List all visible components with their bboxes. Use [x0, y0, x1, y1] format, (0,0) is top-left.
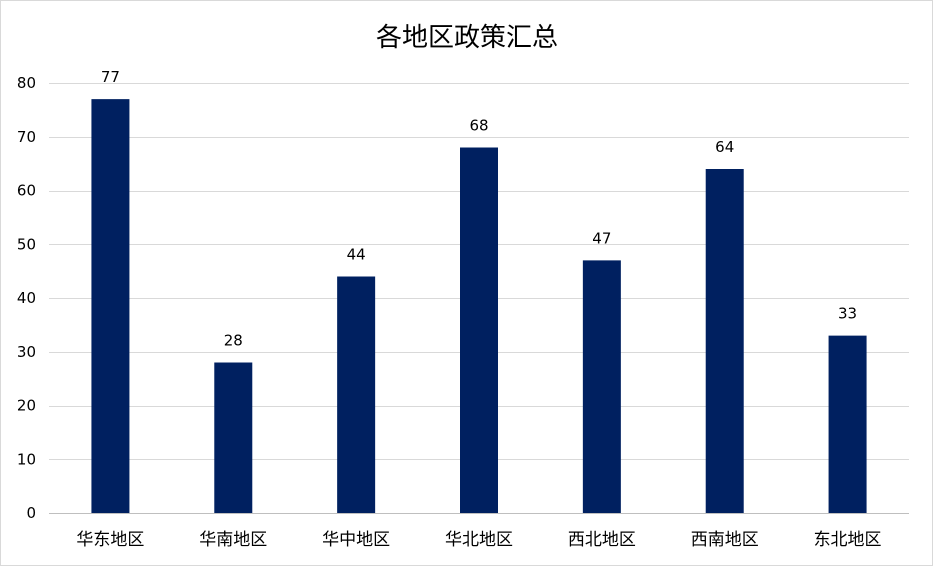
- bar: [214, 362, 253, 513]
- data-label: 33: [838, 305, 857, 323]
- x-category-label: 西南地区: [691, 530, 759, 550]
- x-category-label: 华北地区: [445, 530, 513, 550]
- bar: [705, 169, 744, 513]
- x-category-label: 东北地区: [814, 530, 882, 550]
- y-tick-label: 70: [17, 128, 36, 146]
- y-tick-label: 20: [17, 397, 36, 415]
- y-tick-label: 0: [26, 504, 36, 522]
- y-tick-label: 30: [17, 343, 36, 361]
- bar: [460, 147, 498, 513]
- bars: [91, 99, 867, 513]
- data-labels: 77 28 44 68 47 64 33: [101, 68, 857, 349]
- x-category-label: 华中地区: [322, 530, 390, 550]
- chart-title: 各地区政策汇总: [376, 23, 558, 53]
- y-tick-label: 40: [17, 289, 36, 307]
- data-label: 47: [592, 229, 611, 247]
- bar: [91, 99, 130, 513]
- data-label: 64: [715, 138, 734, 156]
- x-axis-categories: 华东地区 华南地区 华中地区 华北地区 西北地区 西南地区 东北地区: [76, 530, 881, 550]
- data-label: 44: [347, 246, 366, 264]
- y-axis-ticks: 0 10 20 30 40 50 60 70 80: [17, 74, 36, 522]
- data-label: 68: [469, 117, 488, 135]
- y-tick-label: 80: [17, 74, 36, 92]
- x-category-label: 华南地区: [199, 530, 267, 550]
- data-label: 77: [101, 68, 120, 86]
- bar: [828, 335, 867, 513]
- x-category-label: 西北地区: [568, 530, 636, 550]
- y-tick-label: 10: [17, 450, 36, 468]
- data-label: 28: [224, 332, 243, 350]
- y-tick-label: 60: [17, 182, 36, 200]
- x-category-label: 华东地区: [76, 530, 144, 550]
- y-tick-label: 50: [17, 235, 36, 253]
- bar: [582, 260, 621, 513]
- bar: [337, 276, 376, 513]
